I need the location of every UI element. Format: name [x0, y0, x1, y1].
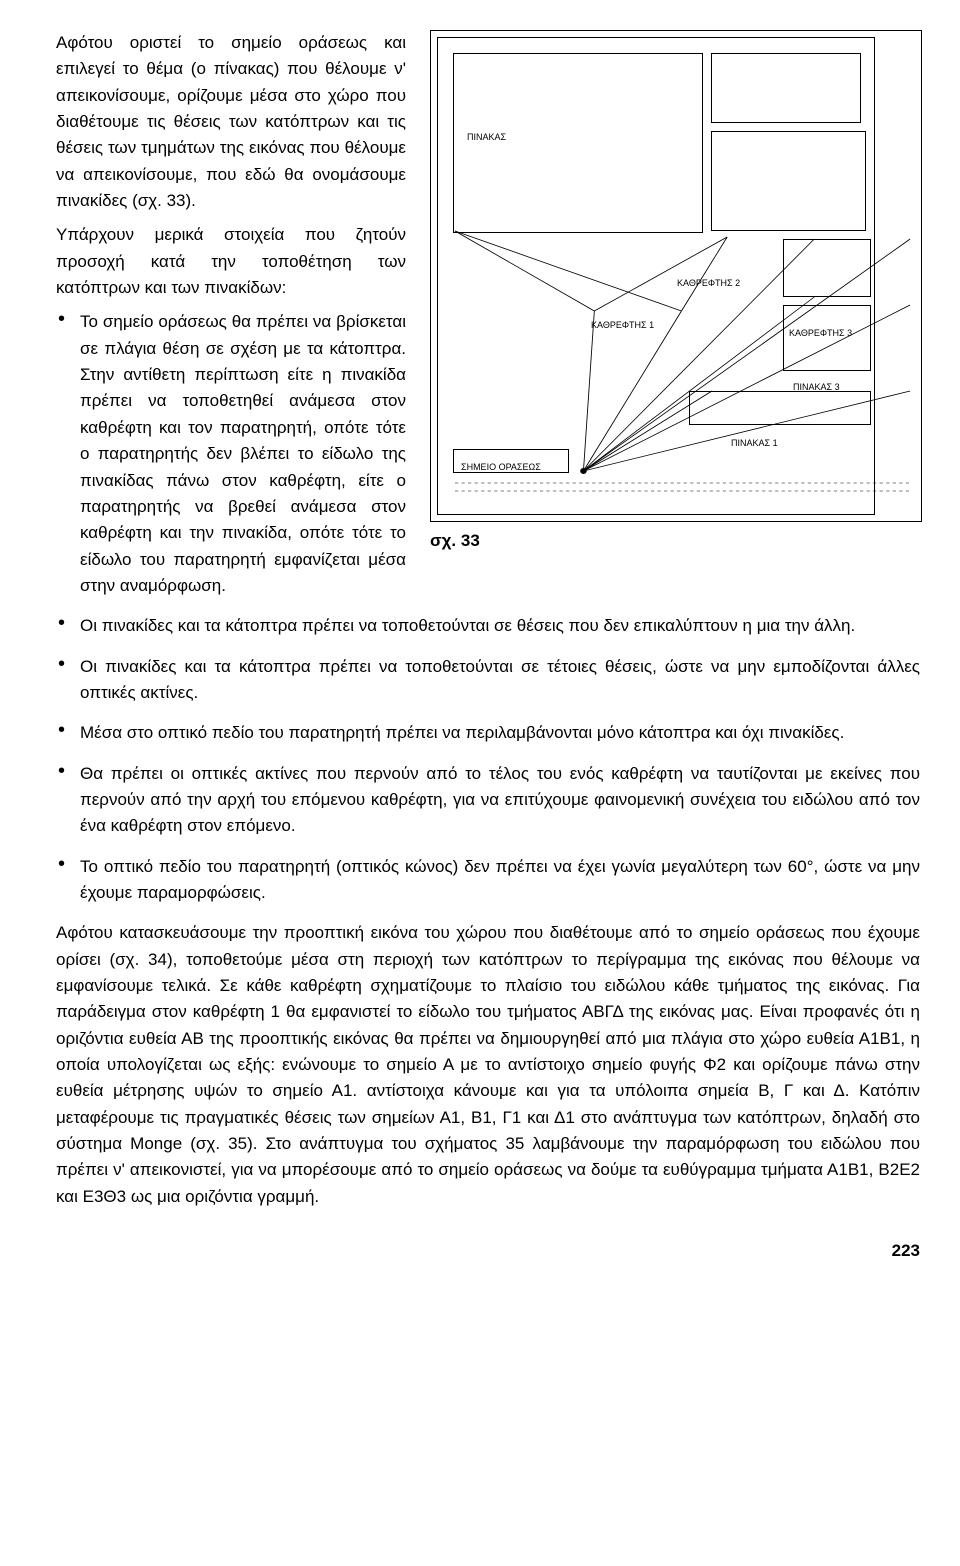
figure-label: ΚΑΘΡΕΦΤΗΣ 2 [677, 277, 740, 291]
page-number: 223 [56, 1238, 920, 1264]
intro-paragraph: Αφότου οριστεί το σημείο οράσεως και επι… [56, 30, 406, 214]
figure-label: ΠΙΝΑΚΑΣ 1 [731, 437, 778, 451]
bullet-item: Οι πινακίδες και τα κάτοπτρα πρέπει να τ… [56, 654, 920, 707]
figure-label: ΚΑΘΡΕΦΤΗΣ 1 [591, 319, 654, 333]
figure-label: ΚΑΘΡΕΦΤΗΣ 3 [789, 327, 852, 341]
bullet-item: Θα πρέπει οι οπτικές ακτίνες που περνούν… [56, 761, 920, 840]
body-paragraph: Αφότου κατασκευάσουμε την προοπτική εικό… [56, 920, 920, 1210]
bullet-item: Το σημείο οράσεως θα πρέπει να βρίσκεται… [56, 309, 406, 599]
bullet-item: Μέσα στο οπτικό πεδίο του παρατηρητή πρέ… [56, 720, 920, 746]
figure-label: ΠΙΝΑΚΑΣ 3 [793, 381, 840, 395]
left-bullet-list: Το σημείο οράσεως θα πρέπει να βρίσκεται… [56, 309, 406, 599]
sub-heading: Υπάρχουν μερικά στοιχεία που ζητούν προσ… [56, 222, 406, 301]
bullet-item: Το οπτικό πεδίο του παρατηρητή (οπτικός … [56, 854, 920, 907]
figure-label: ΠΙΝΑΚΑΣ [467, 131, 506, 145]
full-bullet-list: Οι πινακίδες και τα κάτοπτρα πρέπει να τ… [56, 613, 920, 906]
figure-label: ΣΗΜΕΙΟ ΟΡΑΣΕΩΣ [461, 461, 541, 475]
figure-caption: σχ. 33 [430, 528, 920, 554]
bullet-item: Οι πινακίδες και τα κάτοπτρα πρέπει να τ… [56, 613, 920, 639]
figure-33: ΠΙΝΑΚΑΣ ΚΑΘΡΕΦΤΗΣ 2 ΚΑΘΡΕΦΤΗΣ 1 ΚΑΘΡΕΦΤΗΣ 3… [430, 30, 922, 522]
